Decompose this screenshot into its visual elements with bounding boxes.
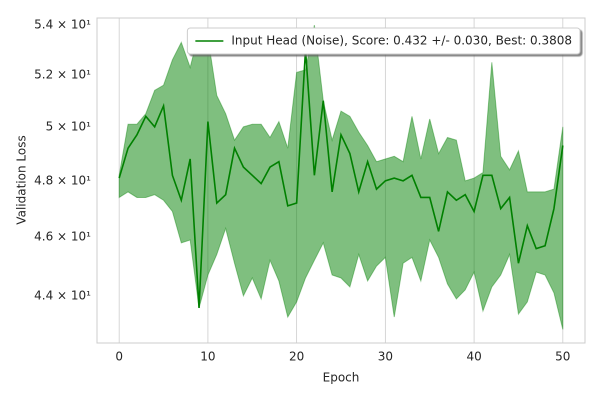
error-band bbox=[118, 24, 564, 330]
x-tick-label: 50 bbox=[555, 350, 570, 364]
x-tick-label: 40 bbox=[466, 350, 481, 364]
legend-label: Input Head (Noise), Score: 0.432 +/- 0.0… bbox=[231, 34, 572, 48]
plot-frame bbox=[96, 17, 586, 344]
y-tick-label: 4.4 × 10¹ bbox=[34, 288, 91, 302]
legend: Input Head (Noise), Score: 0.432 +/- 0.0… bbox=[186, 27, 581, 55]
x-tick-label: 10 bbox=[200, 350, 215, 364]
x-axis-label: Epoch bbox=[323, 371, 360, 385]
y-axis-label: Validation Loss bbox=[15, 135, 29, 224]
x-tick-label: 0 bbox=[115, 350, 123, 364]
y-tick-label: 5 × 10¹ bbox=[46, 119, 92, 133]
x-tick-label: 20 bbox=[289, 350, 304, 364]
y-tick-label: 5.2 × 10¹ bbox=[34, 67, 91, 81]
y-tick-label: 5.4 × 10¹ bbox=[34, 18, 91, 32]
x-tick-label: 30 bbox=[378, 350, 393, 364]
legend-box bbox=[186, 27, 581, 55]
y-tick-label: 4.6 × 10¹ bbox=[34, 230, 91, 244]
y-tick-label: 4.8 × 10¹ bbox=[34, 173, 91, 187]
line bbox=[118, 49, 564, 309]
